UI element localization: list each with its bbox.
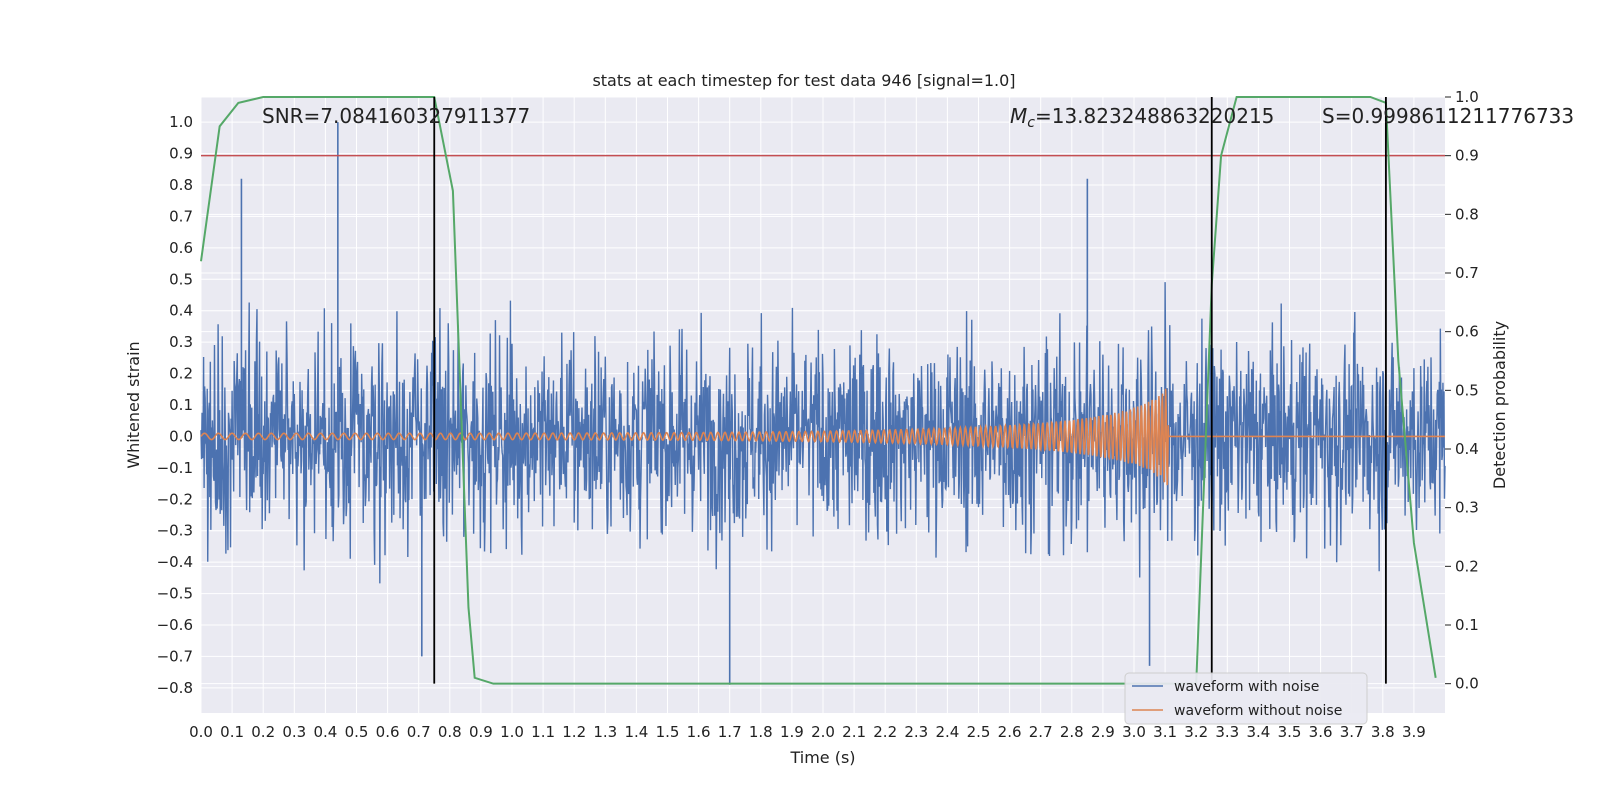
- left-tick-label: −0.8: [157, 679, 193, 697]
- right-tick-label: 0.2: [1455, 557, 1479, 575]
- x-tick-label: 0.2: [251, 723, 275, 741]
- left-tick-label: −0.7: [157, 647, 193, 665]
- left-tick-label: −0.6: [157, 616, 193, 634]
- left-tick-label: 0.3: [169, 333, 193, 351]
- x-tick-label: 0.6: [376, 723, 400, 741]
- x-tick-label: 3.7: [1340, 723, 1364, 741]
- x-tick-label: 2.4: [935, 723, 959, 741]
- left-tick-label: −0.2: [157, 490, 193, 508]
- left-tick-label: 0.7: [169, 207, 193, 225]
- x-tick-label: 3.9: [1402, 723, 1426, 741]
- x-axis-label: Time (s): [789, 748, 855, 767]
- left-tick-label: 0.8: [169, 176, 193, 194]
- left-tick-label: 0.9: [169, 145, 193, 163]
- left-tick-label: −0.3: [157, 522, 193, 540]
- x-tick-label: 2.8: [1060, 723, 1084, 741]
- x-tick-label: 1.4: [624, 723, 648, 741]
- left-tick-label: 0.1: [169, 396, 193, 414]
- left-tick-label: 0.5: [169, 270, 193, 288]
- x-tick-label: 1.9: [780, 723, 804, 741]
- x-tick-label: 1.1: [531, 723, 555, 741]
- x-tick-label: 3.1: [1153, 723, 1177, 741]
- right-tick-label: 0.8: [1455, 205, 1479, 223]
- x-tick-label: 3.6: [1309, 723, 1333, 741]
- series-waveform-without-noise: [200, 388, 1445, 486]
- x-tick-label: 1.2: [562, 723, 586, 741]
- mc-subscript: c: [1027, 115, 1035, 131]
- legend: waveform with noise waveform without noi…: [1124, 672, 1368, 725]
- noise-spikes: [240, 122, 1151, 685]
- x-tick-label: 0.8: [438, 723, 462, 741]
- mc-symbol: M: [1010, 104, 1027, 128]
- left-axis-ticks: 1.0 0.9 0.8 0.7 0.6 0.5 0.4 0.3 0.2 0.1 0.0 −0.1 −0.…: [157, 113, 193, 697]
- left-tick-label: 1.0: [169, 113, 193, 131]
- x-tick-label: 0.7: [407, 723, 431, 741]
- left-tick-label: 0.2: [169, 365, 193, 383]
- x-tick-label: 3.4: [1246, 723, 1270, 741]
- right-axis-label: Detection probability: [1490, 321, 1509, 489]
- legend-label-noise: waveform with noise: [1174, 679, 1319, 695]
- chart-title: stats at each timestep for test data 946…: [592, 71, 1015, 90]
- series-waveform-with-noise: [200, 282, 1446, 584]
- right-tick-label: 0.6: [1455, 323, 1479, 341]
- chirp-mass-annotation: Mc=13.823248863220215: [1010, 104, 1274, 131]
- grid-lines: [200, 96, 1445, 713]
- right-axis-ticks: 1.0 0.9 0.8 0.7 0.6 0.5 0.4 0.3 0.2 0.1 0.0: [1445, 88, 1479, 693]
- x-tick-label: 0.3: [282, 723, 306, 741]
- right-tick-label: 0.0: [1455, 675, 1479, 693]
- x-tick-label: 2.2: [873, 723, 897, 741]
- x-tick-label: 1.3: [593, 723, 617, 741]
- right-tick-label: 0.3: [1455, 499, 1479, 517]
- x-tick-label: 0.4: [313, 723, 337, 741]
- x-tick-label: 3.0: [1122, 723, 1146, 741]
- left-axis-label: Whitened strain: [124, 341, 143, 468]
- left-tick-label: 0.4: [169, 302, 193, 320]
- x-tick-label: 0.0: [189, 723, 213, 741]
- x-tick-label: 3.2: [1184, 723, 1208, 741]
- x-tick-label: 2.3: [904, 723, 928, 741]
- vertical-markers: [433, 97, 1387, 684]
- x-axis-ticks: 0.0 0.1 0.2 0.3 0.4 0.5 0.6 0.7 0.8 0.9 1.0 1.1 1.2 1…: [189, 723, 1426, 741]
- x-tick-label: 1.5: [656, 723, 680, 741]
- x-tick-label: 1.7: [718, 723, 742, 741]
- x-tick-label: 1.6: [687, 723, 711, 741]
- right-tick-label: 0.1: [1455, 616, 1479, 634]
- x-tick-label: 1.8: [749, 723, 773, 741]
- x-tick-label: 0.1: [220, 723, 244, 741]
- legend-box: [1124, 672, 1368, 725]
- left-tick-label: 0.6: [169, 239, 193, 257]
- x-tick-label: 3.8: [1371, 723, 1395, 741]
- score-annotation: S=0.9998611211776733: [1322, 104, 1574, 128]
- right-tick-label: 0.4: [1455, 440, 1479, 458]
- x-tick-label: 2.0: [811, 723, 835, 741]
- mc-value: =13.823248863220215: [1035, 104, 1274, 128]
- x-tick-label: 2.1: [842, 723, 866, 741]
- right-tick-label: 1.0: [1455, 88, 1479, 106]
- left-tick-label: −0.1: [157, 459, 193, 477]
- right-tick-label: 0.5: [1455, 381, 1479, 399]
- left-tick-label: 0.0: [169, 427, 193, 445]
- series-detection-probability: [200, 96, 1437, 685]
- x-tick-label: 2.6: [998, 723, 1022, 741]
- x-tick-label: 2.5: [967, 723, 991, 741]
- snr-annotation: SNR=7.084160327911377: [262, 104, 530, 128]
- right-tick-label: 0.7: [1455, 264, 1479, 282]
- x-tick-label: 3.3: [1215, 723, 1239, 741]
- left-tick-label: −0.5: [157, 585, 193, 603]
- x-tick-label: 3.5: [1278, 723, 1302, 741]
- x-tick-label: 0.9: [469, 723, 493, 741]
- x-tick-label: 0.5: [345, 723, 369, 741]
- x-tick-label: 2.9: [1091, 723, 1115, 741]
- right-tick-label: 0.9: [1455, 147, 1479, 165]
- x-tick-label: 1.0: [500, 723, 524, 741]
- legend-label-clean: waveform without noise: [1174, 703, 1342, 719]
- left-tick-label: −0.4: [157, 553, 193, 571]
- x-tick-label: 2.7: [1029, 723, 1053, 741]
